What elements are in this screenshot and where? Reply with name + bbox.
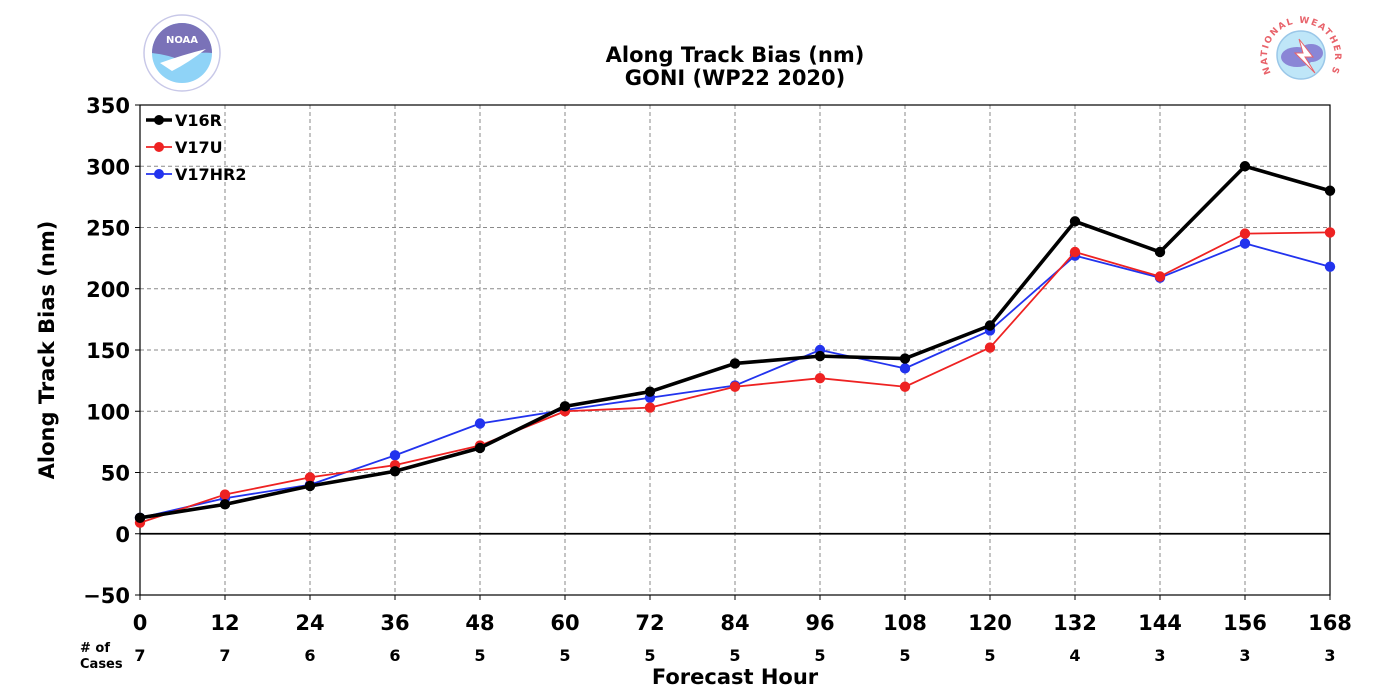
- x-tick-label: 36: [380, 611, 409, 635]
- data-point-v16r: [644, 386, 656, 397]
- cases-label-line1: # of: [80, 641, 110, 656]
- x-tick-label: 48: [465, 611, 494, 635]
- cases-label-line2: Cases: [80, 657, 123, 672]
- x-tick-label: 0: [133, 611, 148, 635]
- noaa-logo-icon: NOAA: [143, 14, 221, 92]
- case-count: 6: [389, 646, 400, 665]
- cases-row: 7 7 6 6 5 5 5 5 5 5 5 4 3 3 3: [134, 646, 1335, 665]
- case-count: 5: [984, 646, 995, 665]
- case-count: 5: [559, 646, 570, 665]
- series-v17u: [134, 227, 1336, 528]
- x-tick-label: 168: [1308, 611, 1352, 635]
- x-tick-label: 132: [1053, 611, 1097, 635]
- data-point-v17u: [1154, 271, 1166, 282]
- data-point-v17hr2: [389, 450, 401, 461]
- y-tick-label: 250: [86, 217, 130, 241]
- data-point-v17u: [729, 381, 741, 392]
- case-count: 5: [729, 646, 740, 665]
- y-tick-label: 0: [115, 523, 130, 547]
- data-point-v17u: [1324, 227, 1336, 238]
- legend: V16R V17U V17HR2: [146, 111, 247, 184]
- data-point-v17u: [984, 342, 996, 353]
- y-tick-label: 150: [86, 339, 130, 363]
- case-count: 3: [1324, 646, 1335, 665]
- y-axis-ticks: −50 0 50 100 150 200 250 300 350: [83, 94, 140, 608]
- data-point-v17u: [304, 472, 316, 483]
- series-layer: [134, 161, 1336, 528]
- data-point-v16r: [389, 466, 401, 477]
- chart-subtitle: GONI (WP22 2020): [625, 66, 846, 90]
- data-point-v16r: [1324, 185, 1336, 196]
- x-tick-label: 108: [883, 611, 927, 635]
- case-count: 7: [134, 646, 145, 665]
- x-tick-label: 120: [968, 611, 1012, 635]
- data-point-v16r: [134, 512, 146, 524]
- legend-label: V17U: [175, 138, 223, 157]
- data-point-v17u: [814, 372, 826, 384]
- y-axis-label: Along Track Bias (nm): [35, 221, 59, 480]
- case-count: 3: [1154, 646, 1165, 665]
- data-point-v16r: [1239, 161, 1251, 172]
- x-axis-ticks: 0 12 24 36 48 60 72 84 96 108 120 132 144 156 168: [133, 595, 1352, 635]
- cases-label-line1-text: # of: [80, 641, 110, 656]
- x-tick-label: 156: [1223, 611, 1267, 635]
- data-point-v17u: [1069, 246, 1081, 258]
- y-tick-label: 200: [86, 278, 130, 302]
- data-point-v17hr2: [1324, 261, 1336, 272]
- case-count: 5: [474, 646, 485, 665]
- data-point-v17u: [219, 489, 231, 500]
- data-point-v16r: [1154, 246, 1166, 258]
- data-point-v16r: [899, 353, 911, 364]
- x-axis-label: Forecast Hour: [652, 665, 819, 689]
- x-tick-label: 96: [805, 611, 834, 635]
- x-tick-label: 72: [635, 611, 664, 635]
- y-tick-label: 50: [101, 462, 130, 486]
- case-count: 7: [219, 646, 230, 665]
- x-tick-label: 84: [720, 611, 749, 635]
- legend-marker: [154, 142, 164, 152]
- case-count: 3: [1239, 646, 1250, 665]
- data-point-v16r: [729, 358, 741, 369]
- legend-item-v17hr2: V17HR2: [146, 165, 247, 184]
- legend-label: V17HR2: [175, 165, 247, 184]
- case-count: 6: [304, 646, 315, 665]
- case-count: 5: [899, 646, 910, 665]
- data-point-v16r: [814, 350, 826, 362]
- x-tick-label: 24: [295, 611, 324, 635]
- case-count: 5: [644, 646, 655, 665]
- x-tick-label: 60: [550, 611, 579, 635]
- data-point-v17u: [1239, 228, 1251, 239]
- y-tick-label: −50: [83, 584, 130, 608]
- data-point-v17hr2: [474, 418, 486, 429]
- x-tick-label: 12: [210, 611, 239, 635]
- legend-item-v17u: V17U: [146, 138, 223, 157]
- series-v16r: [134, 161, 1336, 524]
- data-point-v17hr2: [1239, 238, 1251, 249]
- case-count: 4: [1069, 646, 1080, 665]
- data-point-v16r: [219, 499, 231, 510]
- chart-title: Along Track Bias (nm): [606, 43, 865, 67]
- data-point-v16r: [984, 320, 996, 331]
- data-point-v16r: [474, 442, 486, 454]
- y-tick-label: 100: [86, 400, 130, 424]
- legend-marker: [154, 169, 164, 179]
- case-count: 5: [814, 646, 825, 665]
- data-point-v17hr2: [899, 363, 911, 374]
- grid-layer: [140, 105, 1330, 595]
- cases-label-line2-text: Cases: [80, 657, 123, 672]
- legend-item-v16r: V16R: [146, 111, 222, 130]
- legend-marker: [154, 115, 164, 125]
- y-tick-label: 350: [86, 94, 130, 118]
- data-point-v17u: [899, 381, 911, 392]
- data-point-v17u: [644, 402, 656, 413]
- y-tick-label: 300: [86, 155, 130, 179]
- legend-label: V16R: [175, 111, 222, 130]
- noaa-logo-text: NOAA: [166, 35, 198, 46]
- nws-logo-icon: NATIONAL WEATHER SERVICE: [1260, 16, 1341, 91]
- data-point-v16r: [559, 401, 571, 412]
- x-tick-label: 144: [1138, 611, 1182, 635]
- data-point-v16r: [1069, 216, 1081, 227]
- data-point-v16r: [304, 480, 316, 492]
